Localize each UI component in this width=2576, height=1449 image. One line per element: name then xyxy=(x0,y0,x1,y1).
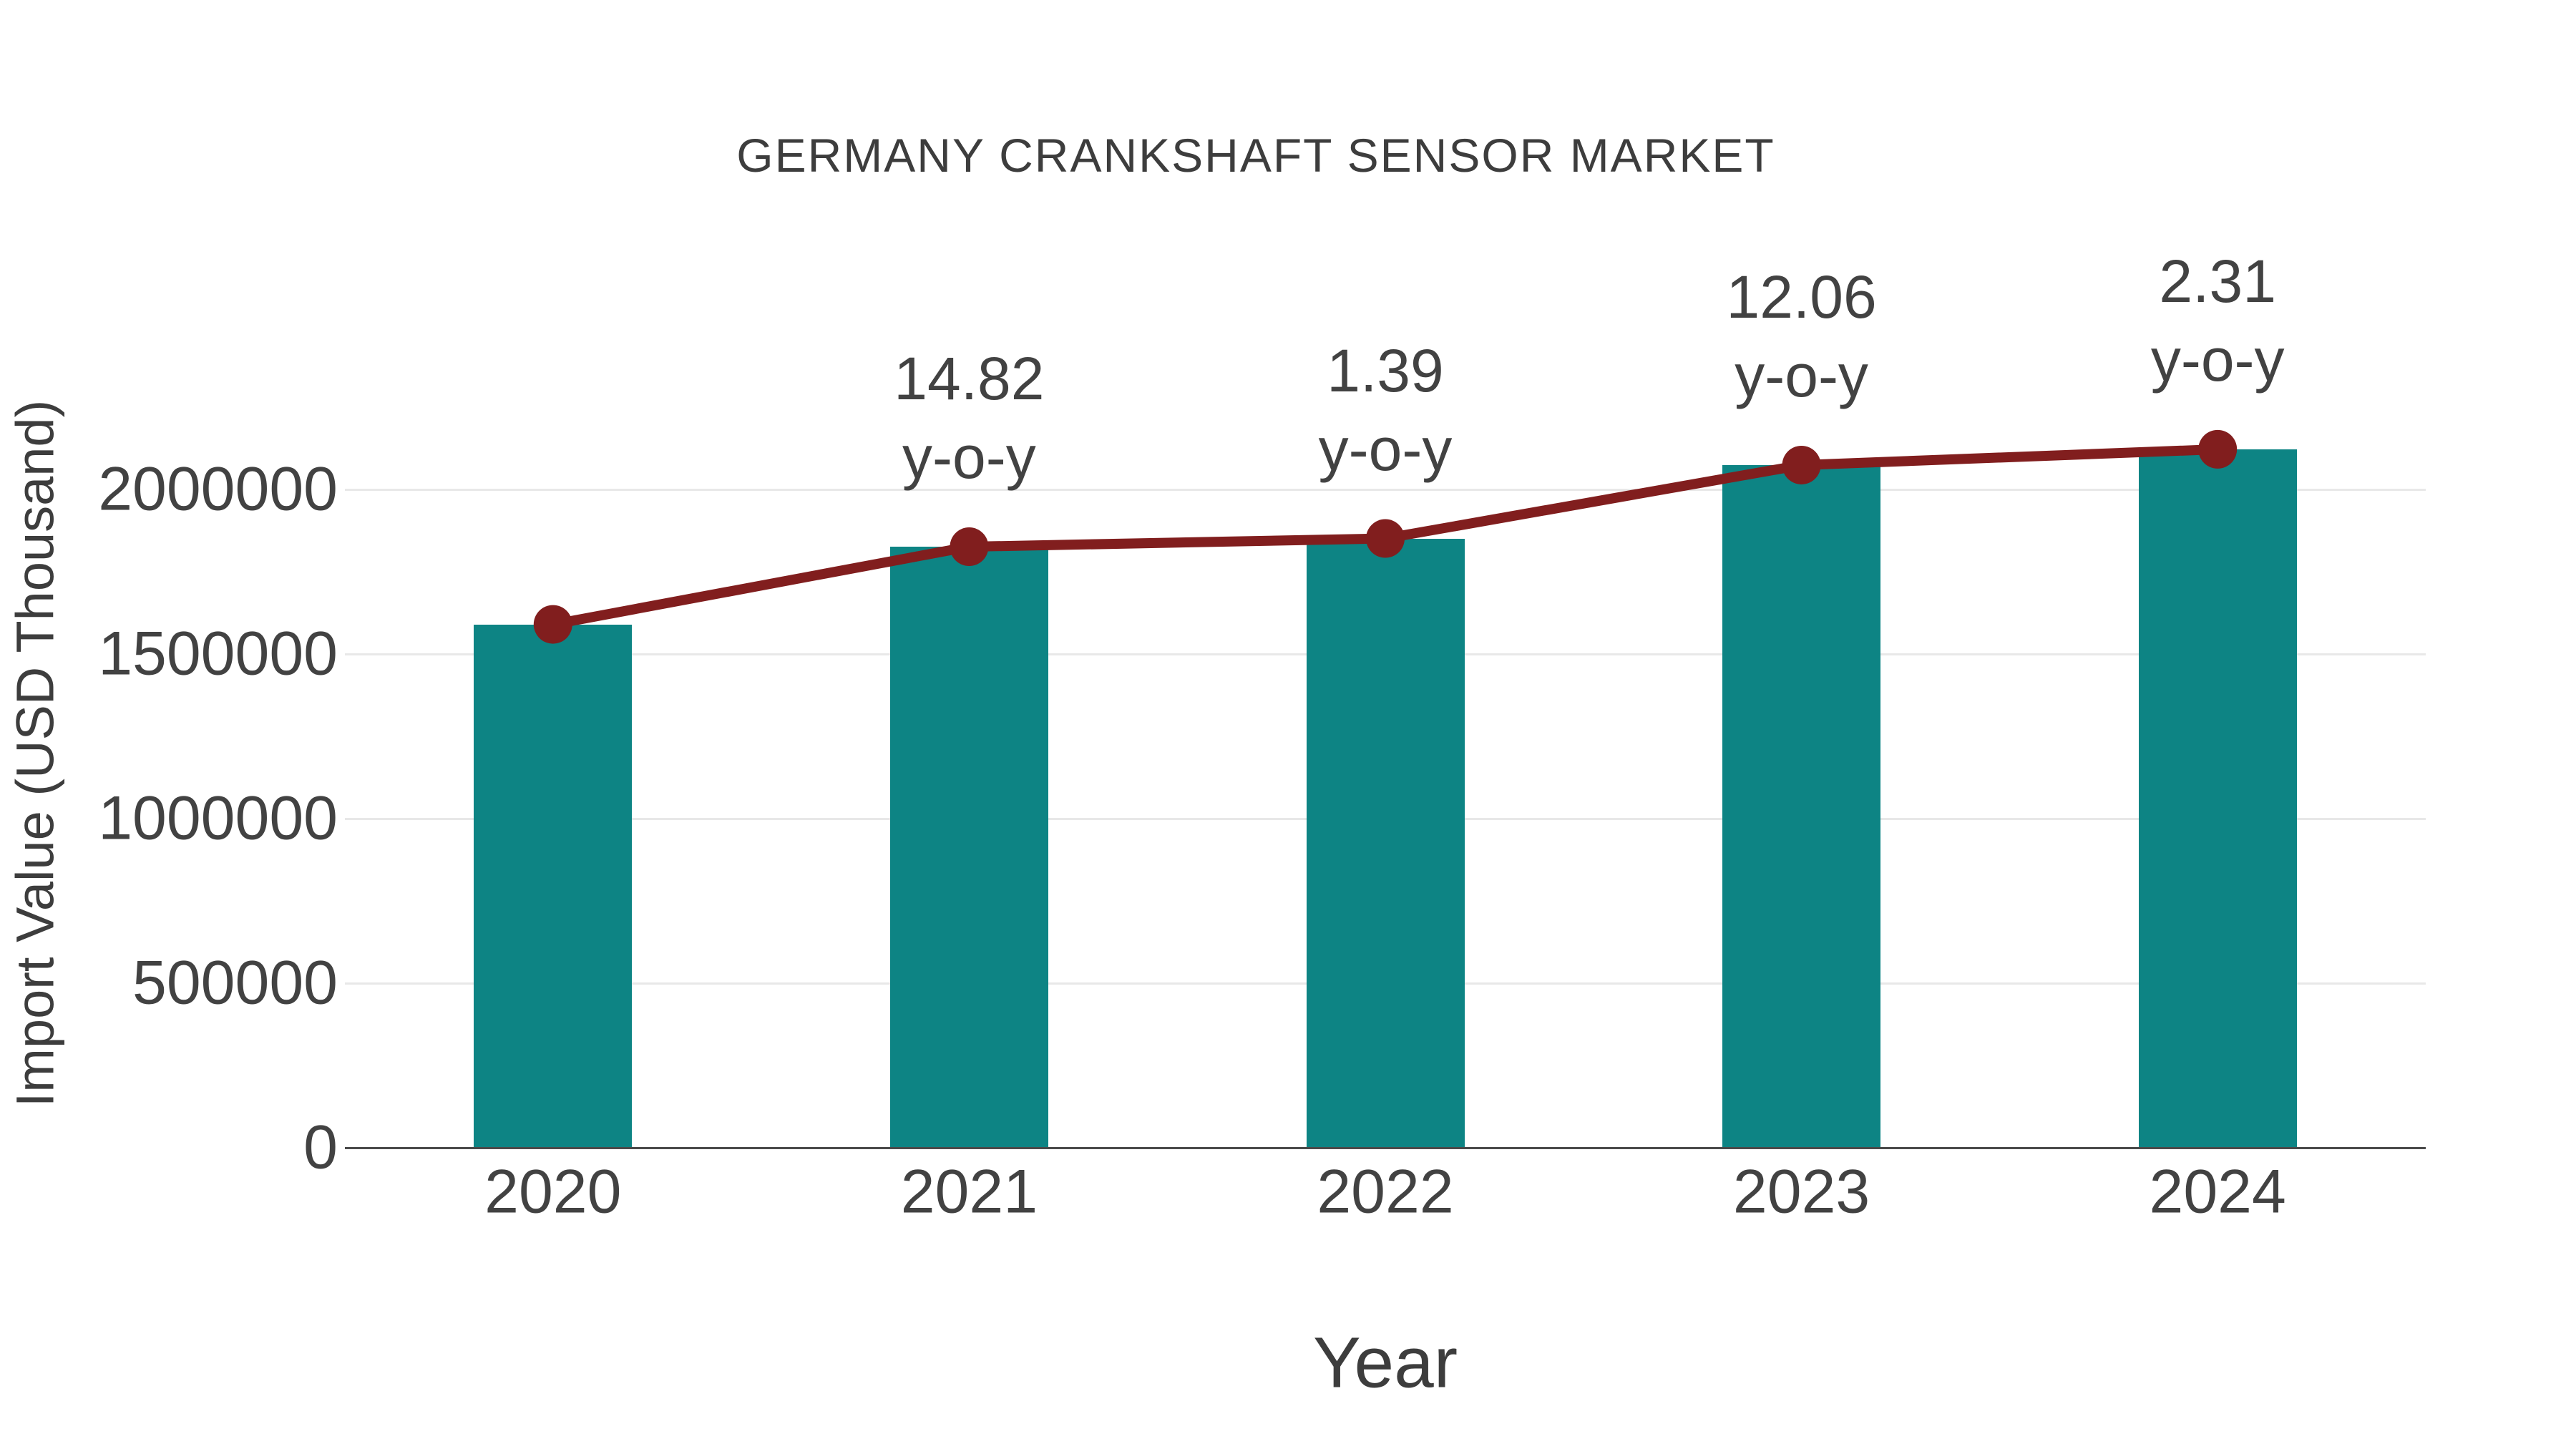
x-tick-label: 2023 xyxy=(1732,1157,1870,1226)
y-tick-label: 500000 xyxy=(132,948,338,1018)
trend-marker xyxy=(533,605,572,644)
bar xyxy=(474,624,633,1148)
annotation: 12.06 y-o-y xyxy=(1726,258,1876,415)
annotation: 2.31 y-o-y xyxy=(2151,242,2285,399)
trend-marker xyxy=(2198,429,2238,469)
x-axis-title: Year xyxy=(1312,1322,1458,1403)
y-tick-label: 2000000 xyxy=(98,454,338,524)
x-tick-label: 2020 xyxy=(484,1157,622,1226)
annotation-value: 14.82 xyxy=(894,345,1045,413)
x-tick-label: 2021 xyxy=(900,1157,1038,1226)
annotation: 14.82 y-o-y xyxy=(894,339,1044,497)
annotation-value: 1.39 xyxy=(1327,336,1444,404)
annotation-suffix: y-o-y xyxy=(2150,326,2285,394)
bar xyxy=(2138,449,2297,1148)
bar xyxy=(889,547,1048,1148)
x-tick-label: 2022 xyxy=(1317,1157,1454,1226)
x-tick-label: 2024 xyxy=(2149,1157,2286,1226)
x-axis-line xyxy=(345,1146,2426,1149)
annotation-value: 2.31 xyxy=(2159,247,2276,315)
annotation-suffix: y-o-y xyxy=(902,424,1036,492)
chart-title: GERMANY CRANKSHAFT SENSOR MARKET xyxy=(736,129,1775,182)
annotation-suffix: y-o-y xyxy=(1735,341,1868,409)
annotation-suffix: y-o-y xyxy=(1318,415,1453,483)
y-tick-label: 0 xyxy=(303,1113,338,1182)
bar xyxy=(1722,464,1881,1148)
bar xyxy=(1306,538,1465,1148)
annotation: 1.39 y-o-y xyxy=(1319,331,1453,489)
y-gridline xyxy=(345,488,2426,491)
annotation-value: 12.06 xyxy=(1726,263,1877,331)
y-tick-label: 1000000 xyxy=(98,784,338,853)
trend-marker xyxy=(1366,519,1405,558)
trend-marker xyxy=(950,527,989,567)
trend-marker xyxy=(1782,445,1821,484)
y-tick-label: 1500000 xyxy=(98,619,338,688)
